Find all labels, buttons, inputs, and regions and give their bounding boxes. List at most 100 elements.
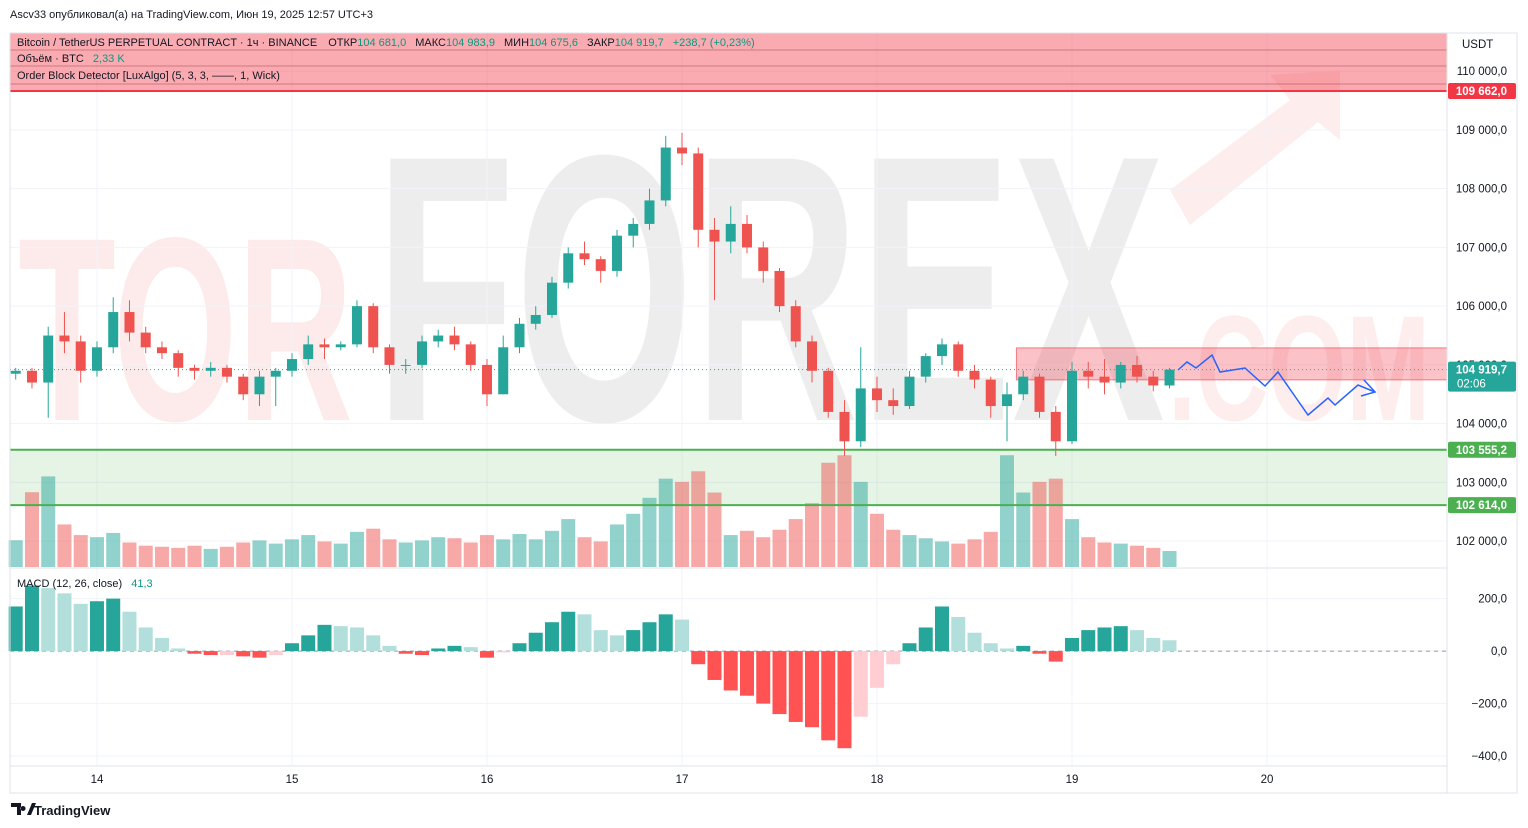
x-tick-label: 17: [676, 774, 689, 786]
volume-bar: [301, 535, 316, 567]
candle-body: [303, 344, 314, 360]
macd-bar: [301, 635, 316, 652]
candle-body: [611, 235, 622, 271]
x-tick-label: 19: [1066, 774, 1079, 786]
volume-bar: [41, 476, 56, 567]
volume-bar: [73, 535, 88, 567]
volume-bar: [349, 531, 364, 567]
candle-body: [335, 344, 346, 348]
macd-bar: [951, 616, 966, 652]
macd-bar: [658, 614, 673, 652]
x-tick-label: 18: [871, 774, 884, 786]
y-tick-label: 109 000,0: [1456, 125, 1507, 137]
macd-bar: [561, 611, 576, 652]
candle-body: [758, 247, 769, 271]
macd-bar: [236, 651, 251, 657]
candle-body: [368, 306, 379, 348]
candle-body: [904, 376, 915, 407]
candle-body: [1148, 376, 1159, 386]
currency: USDT: [1462, 39, 1493, 51]
macd-bar: [73, 603, 88, 652]
volume-bar: [1032, 481, 1047, 567]
ohlc-name: МАКС: [415, 37, 446, 49]
volume-bar: [918, 538, 933, 567]
macd-bar: [723, 651, 738, 691]
candle-body: [26, 370, 37, 383]
candle-body: [514, 323, 525, 348]
brand-name: TradingView: [34, 803, 111, 818]
y-tick-label: 107 000,0: [1456, 242, 1507, 254]
volume-bar: [463, 542, 478, 567]
volume-bar: [1048, 478, 1063, 567]
macd-bar: [219, 651, 234, 656]
level-label-box: [1448, 83, 1516, 100]
y-tick-label: 0,0: [1491, 646, 1507, 658]
macd-bar: [967, 632, 982, 652]
volume-bar: [707, 492, 722, 567]
candle-body: [498, 347, 509, 395]
last-price-label: 104 919,7: [1456, 365, 1507, 377]
volume-bar: [1081, 537, 1096, 567]
ohlc-value: 104 675,6: [529, 37, 578, 49]
candle-body: [481, 364, 492, 395]
macd-last: 41,3: [131, 578, 152, 590]
candle-body: [351, 306, 362, 345]
macd-bar: [171, 648, 186, 652]
candle-body: [741, 223, 752, 248]
macd-bar: [528, 632, 543, 652]
volume-bar: [886, 529, 901, 567]
candle-body: [985, 379, 996, 407]
volume-bar: [1065, 519, 1080, 567]
volume-bar: [398, 542, 413, 567]
x-tick-label: 14: [91, 774, 104, 786]
macd-bar: [24, 585, 39, 652]
volume-bar: [284, 539, 299, 567]
level-label-box: [1448, 497, 1516, 514]
countdown-label: 02:06: [1457, 379, 1486, 391]
candle-body: [238, 376, 249, 395]
watermark-text: FOREX: [375, 76, 1166, 501]
macd-bar: [479, 651, 494, 658]
volume-bar: [512, 533, 527, 567]
macd-bar: [869, 651, 884, 688]
volume-bar: [317, 541, 332, 567]
candle-body: [91, 347, 102, 371]
macd-bar: [756, 651, 771, 704]
candle-body: [1115, 364, 1126, 383]
plot-layer: [8, 33, 1448, 765]
macd-bar: [1032, 651, 1047, 654]
macd-bar: [414, 651, 429, 656]
level-label-box: [1448, 441, 1516, 458]
symbol-title: Bitcoin / TetherUS PERPETUAL CONTRACT · …: [17, 37, 317, 49]
macd-bar: [772, 651, 787, 715]
candle-body: [43, 335, 54, 383]
candle-body: [384, 347, 395, 365]
candle-body: [953, 344, 964, 371]
candle-body: [449, 335, 460, 345]
candle-body: [1018, 376, 1029, 395]
volume-bar: [528, 539, 543, 567]
macd-bar: [821, 651, 836, 741]
macd-bar: [1000, 648, 1015, 652]
candle-body: [319, 344, 330, 348]
volume-bar: [496, 539, 511, 567]
volume-bar: [739, 530, 754, 567]
candle-body: [563, 253, 574, 283]
volume-bar: [967, 539, 982, 567]
volume-bar: [1162, 551, 1177, 567]
macd-bar: [1113, 626, 1128, 652]
y-tick-label: 104 000,0: [1456, 419, 1507, 431]
candle-body: [286, 359, 297, 371]
macd-bar: [41, 588, 56, 652]
volume-bar: [642, 497, 657, 567]
candle-body: [416, 341, 427, 365]
publisher-line: Ascv33 опубликовал(а) на TradingView.com…: [10, 9, 373, 21]
volume-bar: [853, 481, 868, 567]
macd-bar: [366, 635, 381, 652]
candle-body: [823, 370, 834, 412]
candle-body: [140, 332, 151, 348]
y-tick-label: 102 000,0: [1456, 536, 1507, 548]
volume-name: Объём · BTC: [17, 53, 84, 65]
candle-body: [1164, 369, 1175, 386]
